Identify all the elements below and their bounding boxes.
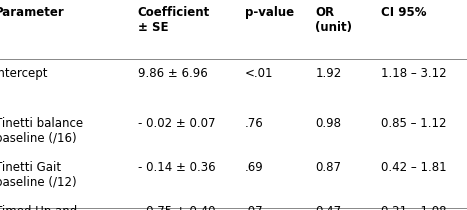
Text: 0.42 – 1.81: 0.42 – 1.81 bbox=[381, 161, 446, 174]
Text: 0.87: 0.87 bbox=[315, 161, 341, 174]
Text: Tinetti Gait
baseline (/12): Tinetti Gait baseline (/12) bbox=[0, 161, 77, 189]
Text: .69: .69 bbox=[245, 161, 264, 174]
Text: Timed Up and
Go baseline (seconds): Timed Up and Go baseline (seconds) bbox=[0, 205, 126, 210]
Text: CI 95%: CI 95% bbox=[381, 6, 426, 19]
Text: Parameter: Parameter bbox=[0, 6, 65, 19]
Text: 1.18 – 3.12: 1.18 – 3.12 bbox=[381, 67, 446, 80]
Text: 1.92: 1.92 bbox=[315, 67, 341, 80]
Text: .76: .76 bbox=[245, 117, 264, 130]
Text: Tinetti balance
baseline (/16): Tinetti balance baseline (/16) bbox=[0, 117, 84, 144]
Text: 0.85 – 1.12: 0.85 – 1.12 bbox=[381, 117, 446, 130]
Text: Intercept: Intercept bbox=[0, 67, 49, 80]
Text: <.01: <.01 bbox=[245, 67, 274, 80]
Text: - 0.75 ± 0.40: - 0.75 ± 0.40 bbox=[138, 205, 215, 210]
Text: 0.98: 0.98 bbox=[315, 117, 341, 130]
Text: 9.86 ± 6.96: 9.86 ± 6.96 bbox=[138, 67, 207, 80]
Text: p-value: p-value bbox=[245, 6, 294, 19]
Text: Coefficient
± SE: Coefficient ± SE bbox=[138, 6, 210, 34]
Text: .07: .07 bbox=[245, 205, 264, 210]
Text: 0.21 – 1.08: 0.21 – 1.08 bbox=[381, 205, 446, 210]
Text: - 0.02 ± 0.07: - 0.02 ± 0.07 bbox=[138, 117, 215, 130]
Text: 0.47: 0.47 bbox=[315, 205, 341, 210]
Text: OR
(unit): OR (unit) bbox=[315, 6, 352, 34]
Text: - 0.14 ± 0.36: - 0.14 ± 0.36 bbox=[138, 161, 215, 174]
